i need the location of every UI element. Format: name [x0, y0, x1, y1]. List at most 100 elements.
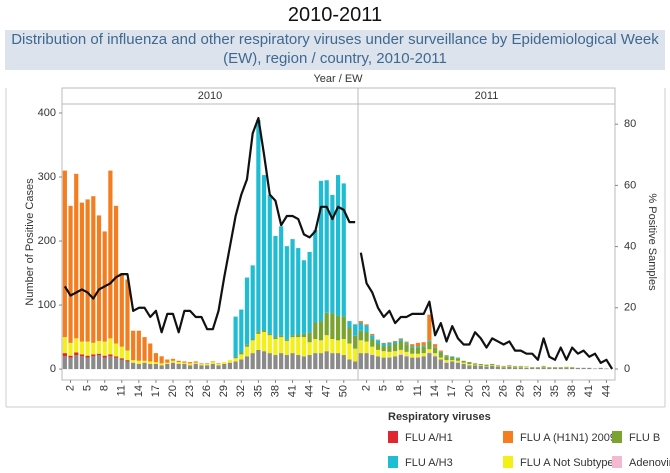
- bar-segment: [199, 365, 204, 370]
- bar-segment: [267, 353, 272, 370]
- bar-segment: [370, 355, 375, 370]
- bar-segment: [125, 350, 130, 361]
- bar-segment: [490, 365, 495, 370]
- bar-segment: [142, 337, 147, 361]
- bar-segment: [524, 367, 529, 368]
- y-axis-label: Number of Positive Cases: [24, 178, 36, 306]
- bar-segment: [290, 239, 295, 336]
- bar-segment: [113, 356, 119, 358]
- bar-segment: [273, 339, 278, 356]
- bar-segment: [296, 334, 301, 338]
- bar-segment: [347, 327, 352, 344]
- bar-segment: [404, 341, 409, 343]
- bar-segment: [182, 363, 187, 370]
- bar-segment: [159, 365, 164, 370]
- bar-segment: [564, 367, 569, 370]
- bar-segment: [170, 362, 176, 370]
- bar-segment: [199, 363, 204, 366]
- bar-segment: [415, 346, 421, 348]
- plot-frame: [61, 103, 616, 381]
- bar-segment: [501, 367, 506, 370]
- bar-segment: [131, 330, 136, 361]
- bar-segment: [176, 360, 181, 363]
- bar-segment: [290, 335, 295, 338]
- bar-segment: [387, 356, 392, 358]
- bar-segment: [495, 366, 501, 370]
- bar-segment: [79, 354, 85, 357]
- bar-segment: [119, 358, 124, 360]
- x-tick-label: 20: [463, 385, 475, 397]
- bar-segment: [353, 324, 358, 336]
- bar-segment: [450, 356, 455, 357]
- bar-segment: [558, 367, 563, 368]
- bar-segment: [375, 339, 381, 341]
- bar-segment: [358, 323, 363, 331]
- bar-segment: [313, 230, 318, 324]
- bar-segment: [335, 340, 341, 354]
- bar-segment: [96, 340, 102, 354]
- bar-segment: [85, 199, 90, 342]
- bar-segment: [461, 360, 466, 363]
- x-tick-label: 29: [218, 385, 230, 397]
- bar-segment: [353, 348, 358, 362]
- bar-segment: [507, 365, 512, 366]
- bar-segment: [358, 353, 363, 370]
- bar-segment: [507, 366, 512, 370]
- bar-segment: [330, 339, 335, 354]
- bar-segment: [438, 350, 443, 352]
- panel-title: 2010: [198, 90, 222, 102]
- bar-segment: [62, 170, 67, 338]
- bar-segment: [455, 357, 461, 359]
- bar-segment: [421, 342, 426, 346]
- x-tick-label: 14: [429, 385, 441, 397]
- bar-segment: [341, 355, 346, 370]
- panel-header: [61, 87, 616, 105]
- legend-swatch: [388, 456, 398, 468]
- bar-segment: [398, 340, 403, 350]
- bar-segment: [96, 355, 102, 370]
- bar-segment: [558, 367, 563, 370]
- bar-segment: [404, 351, 409, 356]
- bar-segment: [478, 363, 483, 366]
- bar-segment: [467, 365, 472, 370]
- bar-segment: [170, 358, 176, 361]
- bar-segment: [136, 360, 141, 364]
- legend-label: FLU A/H3: [405, 457, 453, 469]
- bar-segment: [490, 365, 495, 366]
- bar-segment: [410, 347, 415, 354]
- bar-segment: [102, 357, 107, 370]
- y-tick-label: 200: [38, 235, 56, 247]
- y2-tick-label: 40: [624, 240, 636, 252]
- bar-segment: [290, 353, 295, 370]
- legend-title: Respiratory viruses: [388, 411, 491, 423]
- bar-segment: [592, 368, 598, 370]
- bar-segment: [62, 337, 67, 354]
- bar-segment: [478, 365, 483, 370]
- x-tick-label: 5: [82, 385, 94, 391]
- bar-segment: [233, 356, 238, 359]
- x-tick-label: 23: [184, 385, 196, 397]
- bar-segment: [393, 341, 398, 344]
- bar-segment: [484, 364, 489, 366]
- y-tick-label: 100: [38, 299, 56, 311]
- bar-segment: [176, 363, 181, 370]
- bar-segment: [581, 367, 586, 370]
- bar-segment: [284, 339, 289, 341]
- bar-segment: [261, 331, 267, 352]
- bar-segment: [148, 343, 153, 362]
- bar-segment: [341, 316, 346, 340]
- bar-segment: [370, 346, 375, 355]
- bar-segment: [296, 248, 301, 335]
- bar-segment: [216, 363, 221, 364]
- bar-segment: [318, 321, 324, 341]
- bar-segment: [341, 339, 346, 356]
- legend-swatch: [612, 456, 622, 468]
- bar-segment: [176, 362, 181, 364]
- bar-segment: [239, 309, 244, 353]
- bar-segment: [415, 356, 421, 358]
- bar-segment: [256, 349, 261, 370]
- bar-segment: [398, 353, 403, 356]
- bar-segment: [415, 342, 421, 347]
- bar-segment: [570, 367, 575, 368]
